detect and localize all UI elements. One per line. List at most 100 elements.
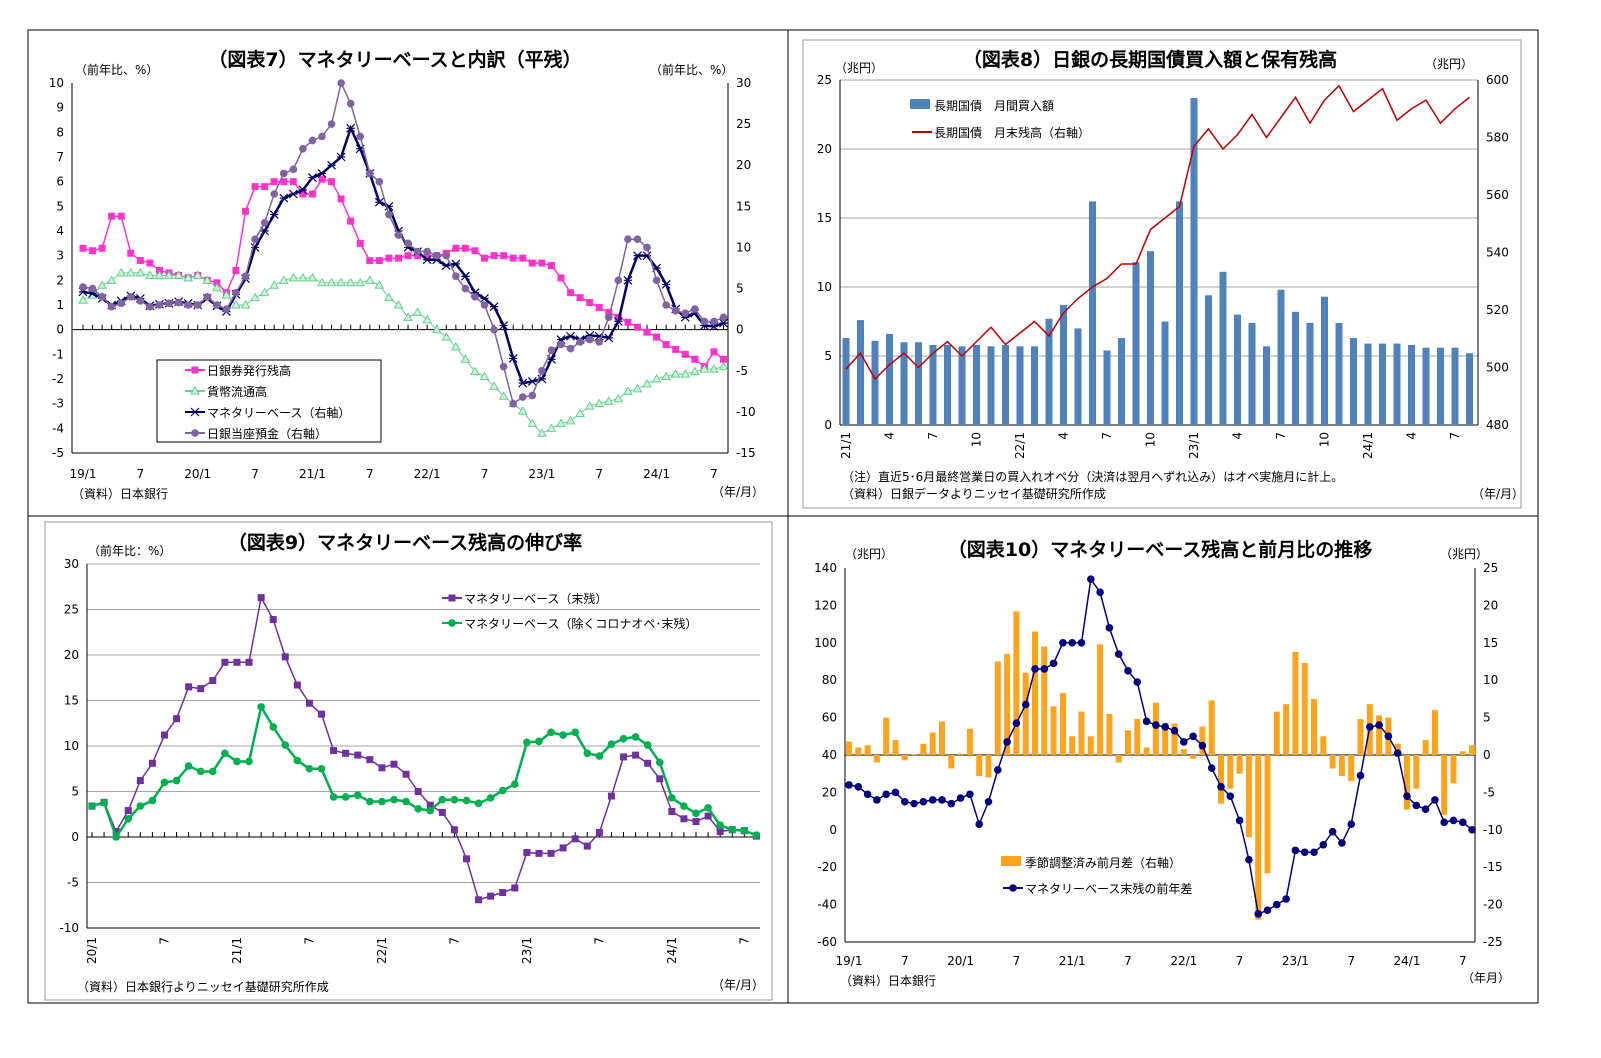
data-point (402, 797, 410, 806)
bar (1089, 201, 1096, 425)
x-tick-label: 22/1 (1013, 432, 1027, 459)
data-point (211, 282, 222, 292)
data-point (1356, 771, 1365, 780)
data-point (461, 244, 469, 252)
data-point (414, 804, 422, 813)
data-point (1077, 639, 1086, 647)
data-point (1152, 721, 1160, 729)
data-point (97, 280, 107, 289)
data-point (1087, 575, 1095, 584)
data-point (107, 302, 116, 311)
data-point (108, 212, 116, 220)
data-point (136, 777, 144, 785)
y-tick-label-left: 0 (56, 323, 64, 337)
chart9-frame (44, 521, 773, 1001)
bar (1016, 346, 1024, 425)
data-point (633, 251, 642, 261)
data-point (1170, 726, 1179, 735)
chart-source: （資料）日本銀行 (72, 487, 168, 501)
bar (1205, 295, 1212, 425)
data-point (280, 178, 288, 186)
data-point (614, 276, 623, 285)
y-tick-label-right: -25 (1483, 935, 1503, 949)
data-point (680, 802, 688, 810)
data-point (257, 594, 265, 602)
data-point (1003, 738, 1011, 746)
bar (1255, 755, 1262, 920)
x-tick-label: 7 (1013, 954, 1021, 968)
x-axis-unit: （年/月） (1472, 487, 1524, 501)
data-point (594, 398, 605, 408)
x-tick-label: 23/1 (1282, 954, 1309, 968)
bar (1045, 318, 1053, 425)
data-point (1161, 723, 1169, 731)
legend-label: 長期国債 月間買入額 (934, 98, 1054, 113)
bar (1022, 672, 1029, 755)
bar (939, 721, 945, 755)
bar (886, 333, 893, 425)
data-point (270, 178, 278, 186)
data-point (642, 378, 652, 388)
y-tick-label-right: 15 (736, 199, 751, 213)
data-point (438, 795, 447, 804)
data-point (174, 298, 183, 307)
bar (871, 340, 879, 425)
data-point (438, 808, 446, 816)
data-point (394, 231, 403, 239)
bar (1190, 97, 1198, 425)
data-point (317, 169, 327, 178)
data-point (709, 364, 719, 373)
data-point (603, 396, 614, 405)
data-point (89, 247, 97, 255)
data-point (716, 828, 724, 836)
data-point (984, 797, 993, 806)
data-point (489, 302, 499, 312)
data-point (487, 892, 495, 900)
x-tick-label: 7 (710, 467, 718, 481)
data-point (511, 780, 519, 789)
data-point (250, 292, 260, 302)
data-point (518, 393, 527, 401)
x-tick-label: 7 (592, 937, 606, 945)
bar (1320, 736, 1327, 755)
y-tick-label-right: 520 (1486, 303, 1509, 317)
x-tick-label: 7 (1124, 954, 1132, 968)
series-1 (845, 84, 1470, 381)
data-point (1040, 665, 1049, 673)
data-point (1421, 805, 1430, 814)
data-point (571, 835, 579, 843)
bar (1236, 755, 1243, 774)
data-point (620, 753, 628, 761)
bar (1413, 755, 1420, 789)
data-point (221, 658, 229, 666)
data-point (127, 249, 135, 257)
y-tick-label-left: 3 (56, 249, 64, 263)
data-point (117, 299, 126, 308)
data-point (1133, 678, 1142, 686)
data-point (653, 333, 661, 341)
series-line (91, 703, 757, 840)
data-point (431, 324, 442, 334)
legend-marker (190, 407, 200, 417)
data-point (643, 328, 651, 336)
data-point (1180, 738, 1188, 746)
data-point (269, 723, 278, 731)
data-point (127, 292, 135, 301)
data-point (994, 766, 1002, 774)
series-line (845, 84, 1470, 381)
data-point (928, 796, 937, 804)
data-point (241, 272, 250, 281)
data-point (471, 247, 479, 255)
bar (929, 344, 937, 425)
data-point (173, 270, 184, 279)
data-point (414, 252, 422, 260)
y-tick-label-left: -2 (52, 372, 64, 386)
legend-label: 日銀当座預金（右軸） (207, 426, 327, 441)
series-1 (88, 703, 761, 841)
bar (1466, 353, 1473, 425)
data-point (689, 366, 700, 376)
bar (892, 740, 899, 755)
data-point (136, 297, 145, 305)
bar (1338, 755, 1345, 776)
data-point (88, 802, 96, 810)
